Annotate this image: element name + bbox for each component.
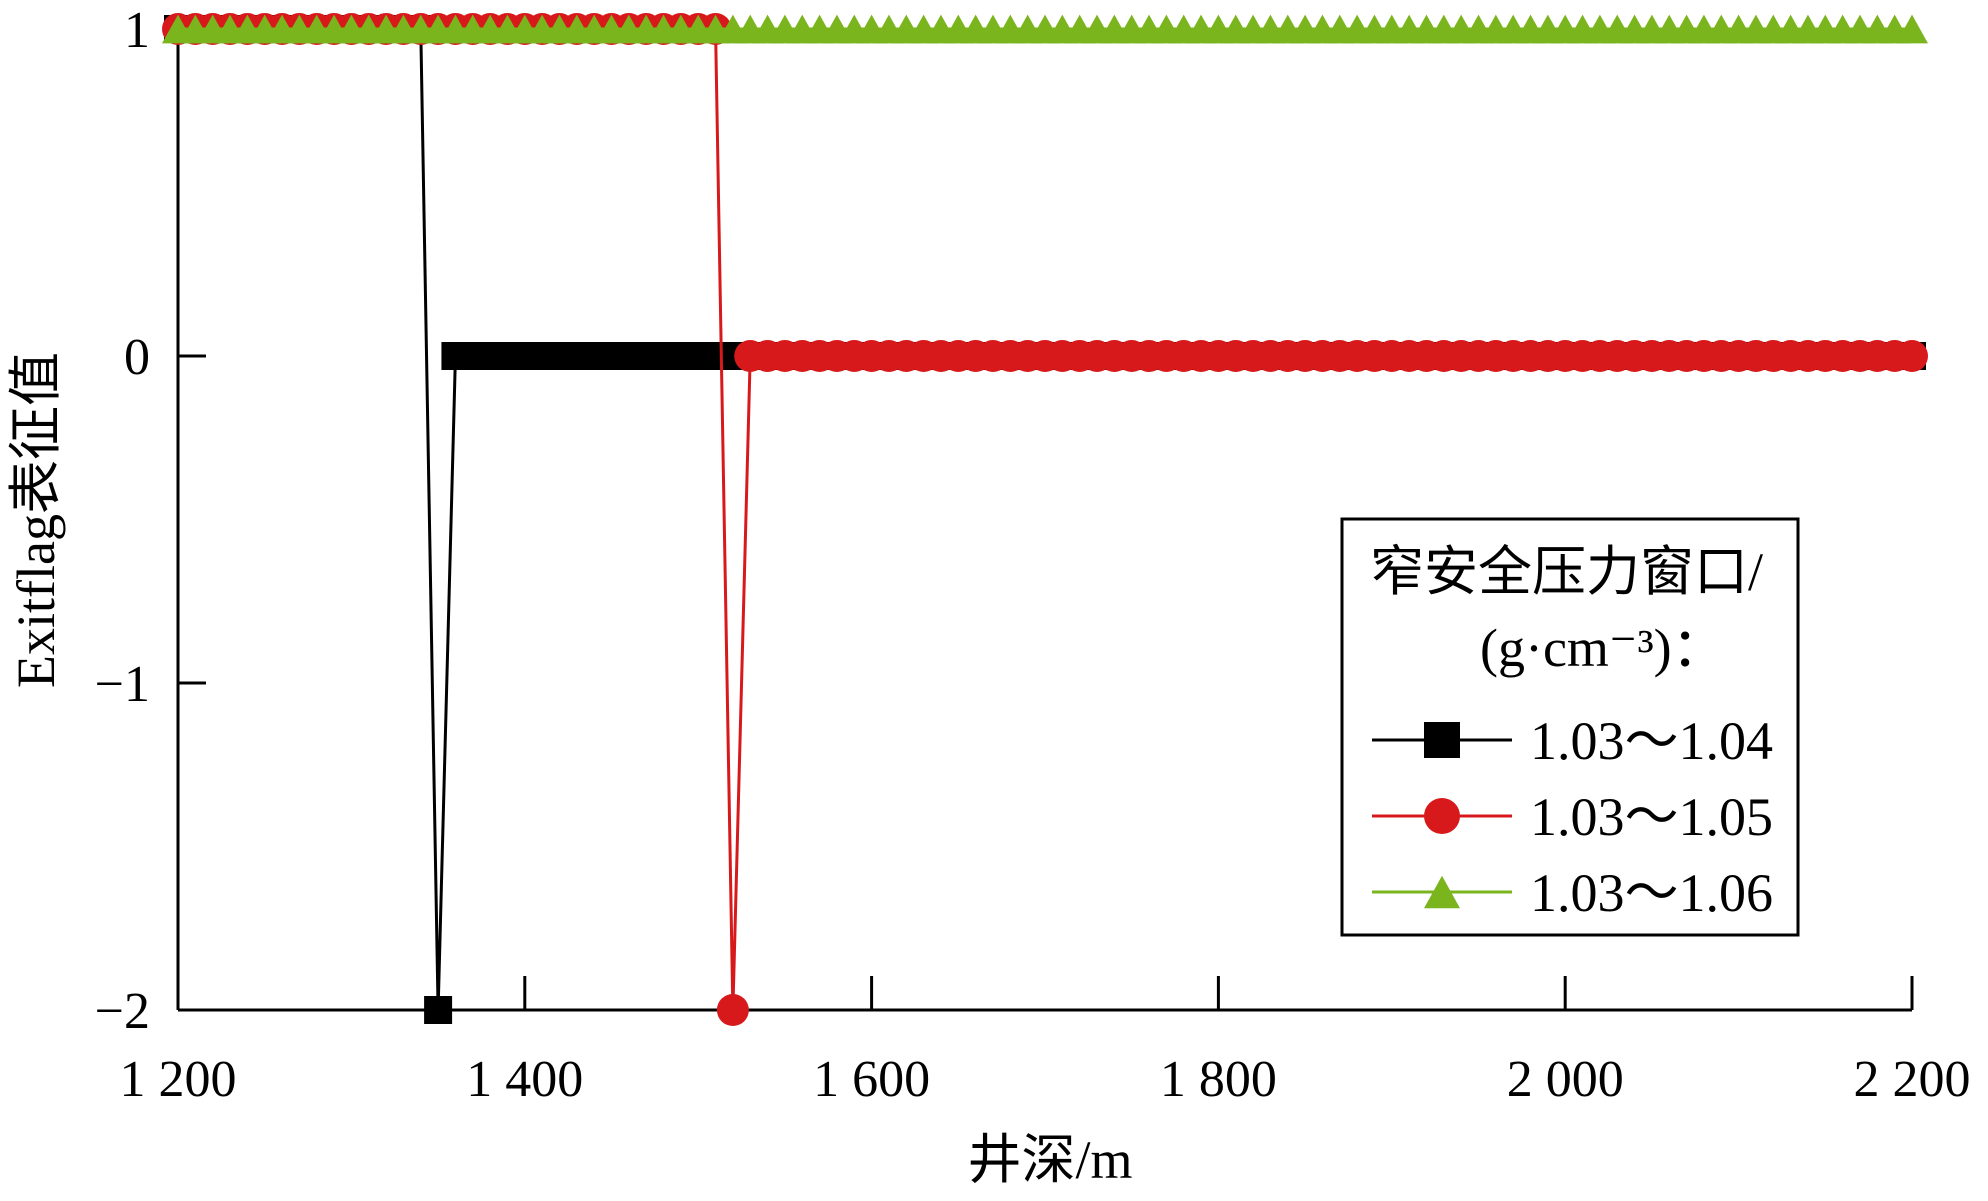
legend-label: 1.03～1.05 — [1530, 787, 1773, 847]
ticks: 1 200 1 400 1 600 1 800 2 000 2 200 1 0 −1 −2 — [95, 2, 1971, 1108]
data-point — [716, 994, 749, 1026]
legend: 窄安全压力窗口/ (g·cm⁻³)： 1.03～1.041.03～1.051.0… — [1340, 517, 1800, 937]
x-tick-label: 1 800 — [1160, 1051, 1277, 1108]
y-tick-label: −2 — [95, 983, 150, 1040]
y-tick-label: −1 — [95, 656, 150, 713]
legend-label: 1.03～1.04 — [1530, 711, 1773, 771]
legend-label: 1.03～1.06 — [1530, 863, 1773, 923]
y-tick-label: 1 — [124, 2, 150, 59]
data-point — [1896, 340, 1928, 372]
x-tick-label: 1 200 — [120, 1051, 237, 1108]
legend-marker — [1424, 798, 1460, 834]
x-tick-label: 2 200 — [1854, 1051, 1971, 1108]
x-tick-label: 1 400 — [466, 1051, 583, 1108]
x-axis-title: 井深/m — [967, 1130, 1132, 1190]
series-3 — [162, 14, 1928, 44]
y-axis-title: Exitflag表征值 — [6, 352, 66, 688]
legend-marker — [1424, 875, 1460, 909]
data-point — [1896, 14, 1928, 44]
legend-box — [1340, 517, 1800, 937]
legend-marker — [1424, 722, 1460, 758]
x-tick-label: 2 000 — [1507, 1051, 1624, 1108]
series-line — [419, 28, 457, 1011]
axes — [176, 29, 1912, 1012]
legend-entries: 1.03～1.04 1.03～1.05 1.03～1.06 — [1372, 711, 1773, 923]
y-tick-label: 0 — [124, 329, 150, 386]
series-layer — [162, 13, 1928, 1026]
x-tick-label: 1 600 — [813, 1051, 930, 1108]
data-point — [424, 996, 453, 1024]
series-line — [714, 28, 752, 1011]
legend-title-line1: 窄安全压力窗口/ — [1370, 542, 1763, 602]
legend-title-line2: (g·cm⁻³)： — [1480, 618, 1726, 678]
